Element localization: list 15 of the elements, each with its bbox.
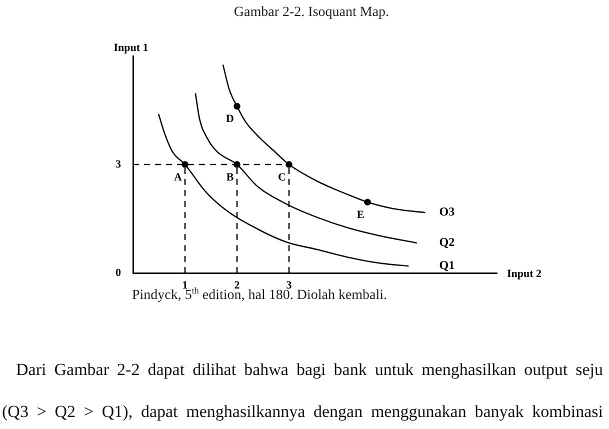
annotation: A [174,171,182,184]
chart-title: Gambar 2-2. Isoquant Map. [232,4,390,22]
text: Dari Gambar 2-2 dapat dilihat bahwa bagi bank untuk menghasilkan output seju [15,359,603,381]
text: Q1 [439,258,455,272]
annotation: B [226,171,234,184]
annotation: C [278,171,286,184]
y-tick-label: 0 [116,266,122,279]
series-label: Q2 [439,235,455,250]
text: (Q3 > Q2 > Q1), dapat menghasilkannya dengan menggunakan banyak kombinasi [2,401,603,423]
x-tick-label: 2 [234,279,240,292]
annotation: D [226,113,234,126]
x-axis-title: Input 2 [507,268,542,280]
y-axis-title: Input 1 [114,42,148,54]
annotation: E [356,208,364,221]
series-label: O3 [439,204,455,219]
